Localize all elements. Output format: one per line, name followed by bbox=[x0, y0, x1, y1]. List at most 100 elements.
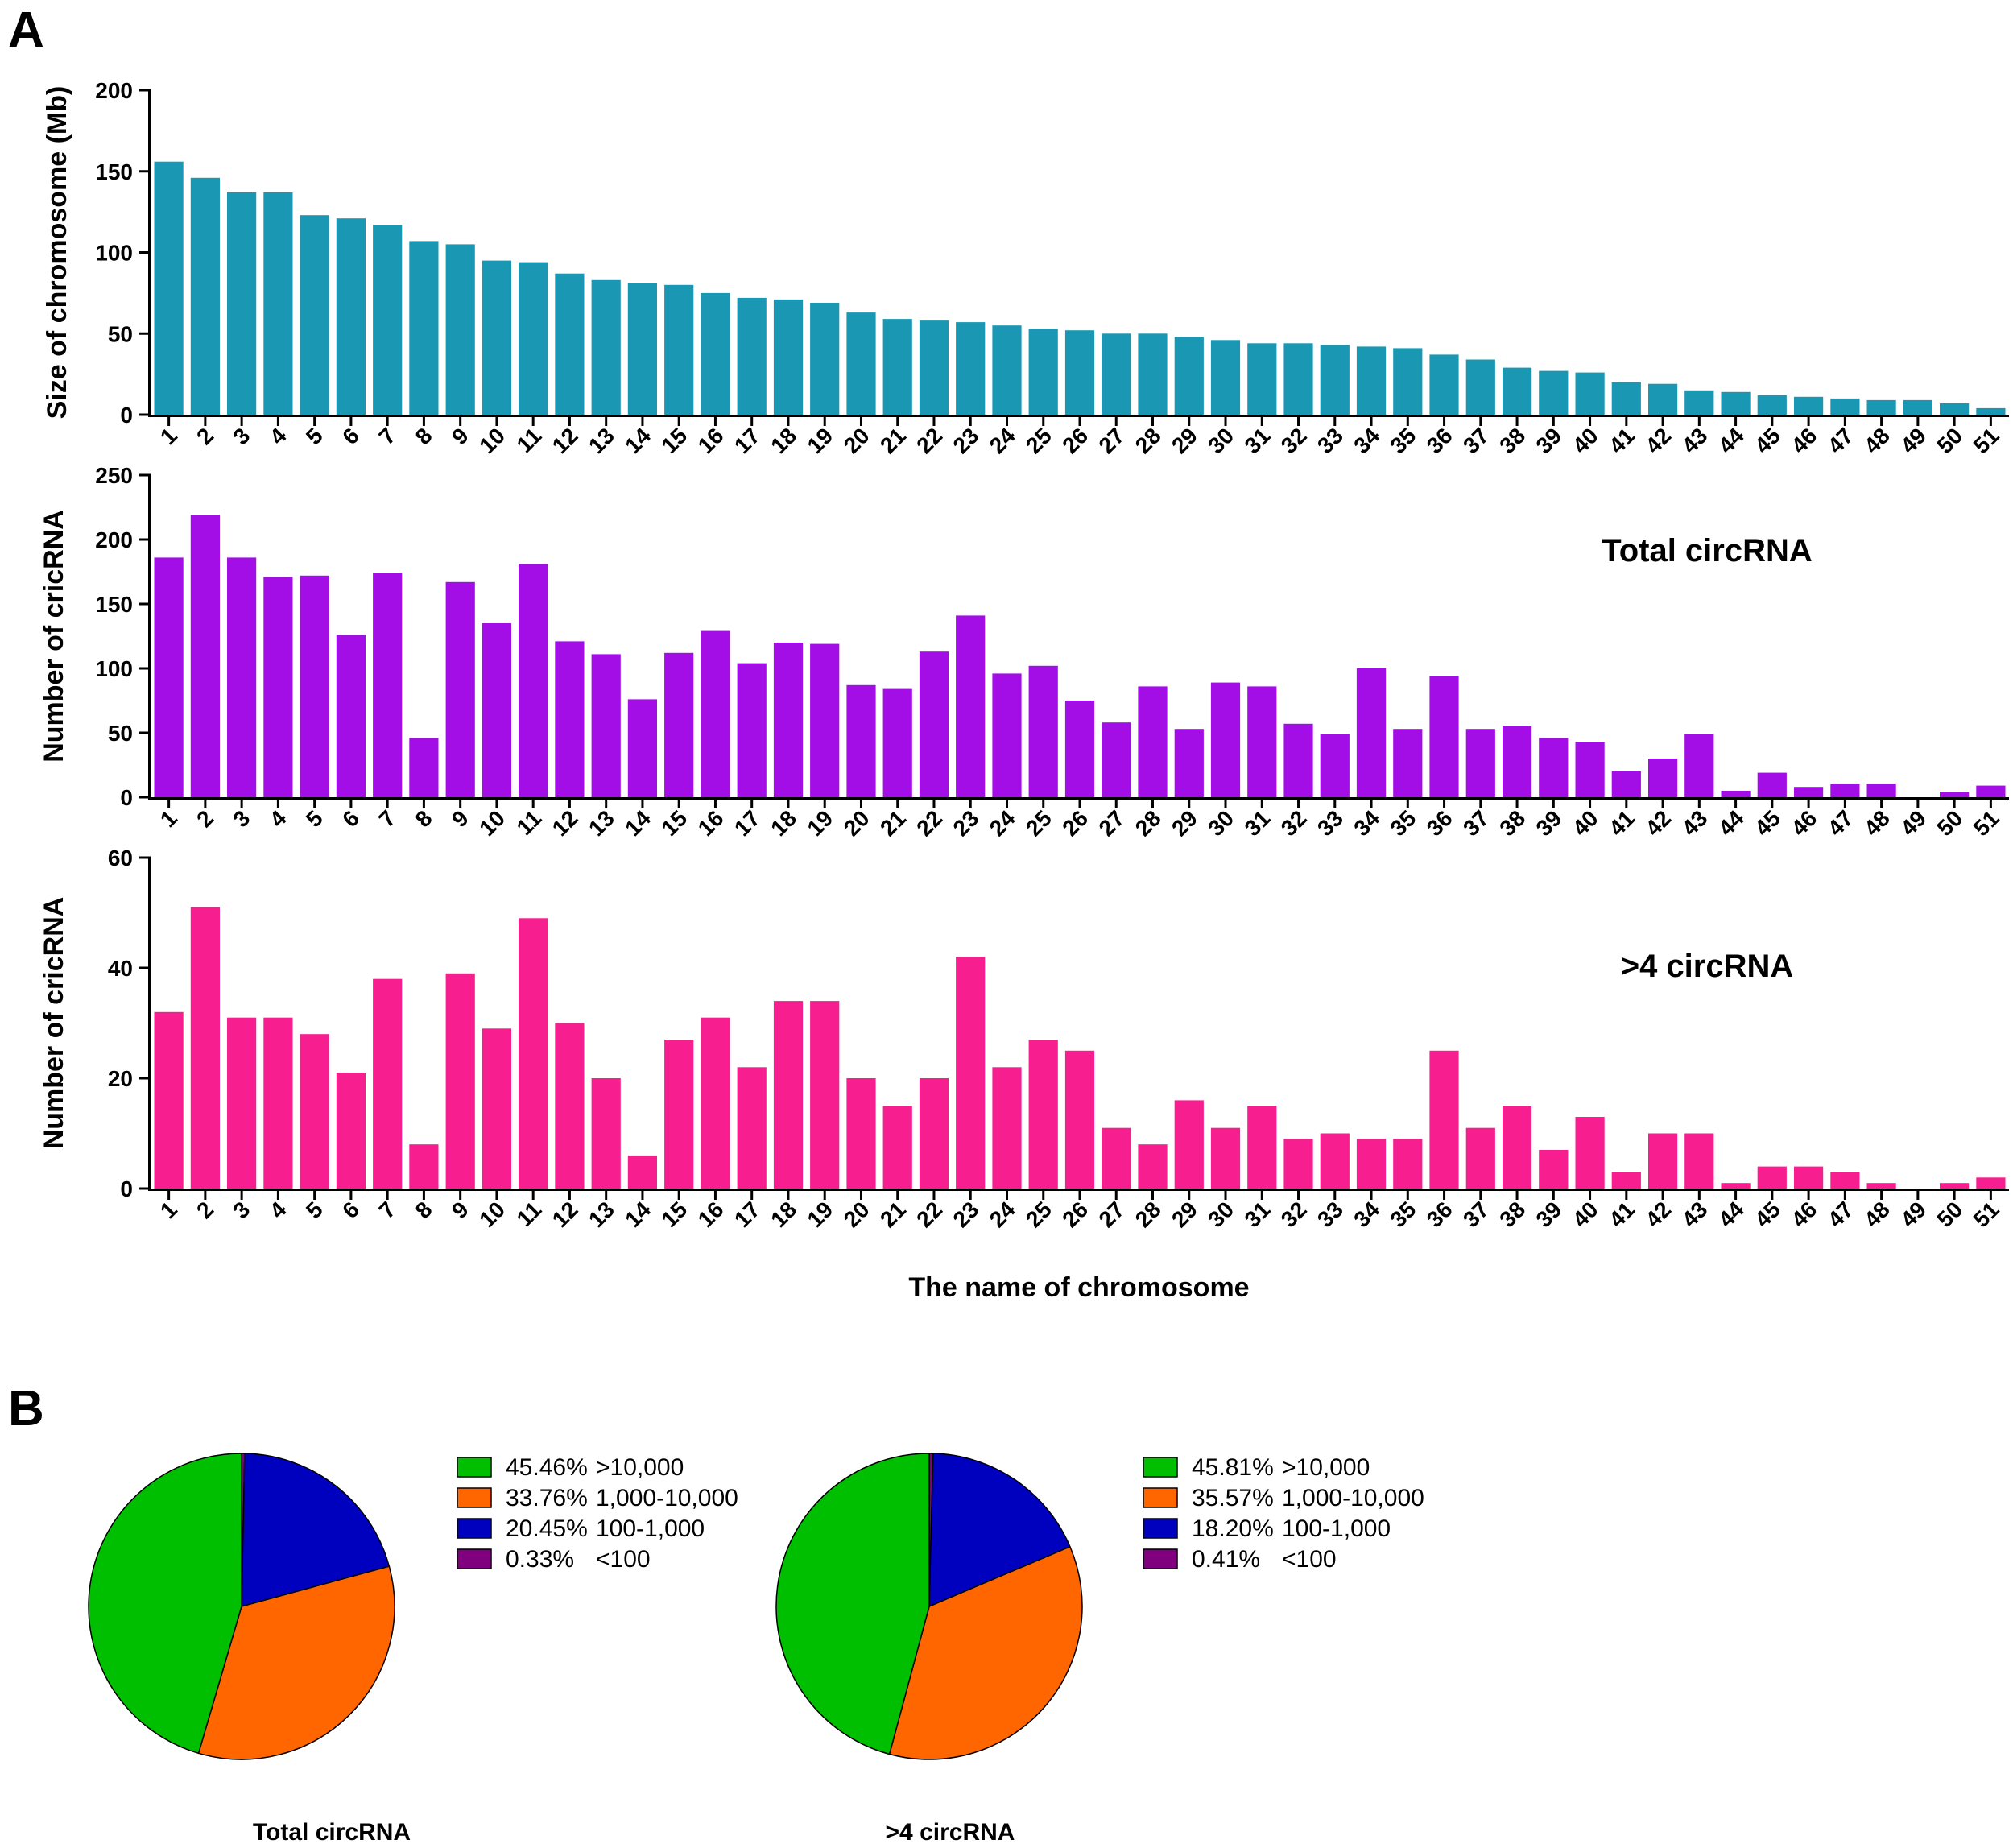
bar-31 bbox=[1247, 343, 1277, 415]
legend-label: 100-1,000 bbox=[1282, 1515, 1391, 1542]
x-tick-label: 42 bbox=[1640, 423, 1676, 458]
bar-43 bbox=[1684, 390, 1714, 415]
series-label: Total circRNA bbox=[1602, 533, 1813, 568]
bar-2 bbox=[190, 907, 220, 1189]
bar-9 bbox=[445, 581, 475, 797]
x-tick-label: 20 bbox=[839, 1197, 874, 1232]
x-tick-label: 45 bbox=[1750, 805, 1785, 841]
x-tick-label: 42 bbox=[1640, 805, 1676, 841]
bar-43 bbox=[1684, 734, 1714, 797]
bar-4 bbox=[263, 577, 293, 797]
bar-41 bbox=[1611, 382, 1641, 415]
x-tick-label: 1 bbox=[155, 423, 182, 449]
legend-percent: 33.76% bbox=[506, 1485, 588, 1511]
legend-swatch bbox=[457, 1548, 492, 1569]
y-tick-label: 50 bbox=[108, 321, 133, 346]
x-tick-label: 1 bbox=[155, 1197, 182, 1223]
bar-35 bbox=[1393, 1139, 1423, 1189]
x-tick-label: 38 bbox=[1494, 423, 1530, 458]
x-tick-label: 3 bbox=[228, 423, 254, 449]
x-tick-label: 28 bbox=[1131, 805, 1166, 841]
x-tick-label: 9 bbox=[447, 423, 473, 449]
x-tick-label: 32 bbox=[1276, 1197, 1312, 1232]
x-tick-label: 11 bbox=[512, 423, 547, 457]
bar-49 bbox=[1903, 399, 1932, 415]
legend-percent: 0.41% bbox=[1192, 1546, 1260, 1573]
x-tick-label: 3 bbox=[228, 1197, 254, 1223]
x-tick-label: 2 bbox=[192, 805, 218, 832]
bar-4 bbox=[263, 192, 293, 415]
x-tick-label: 29 bbox=[1167, 805, 1202, 841]
x-tick-label: 40 bbox=[1568, 1197, 1603, 1232]
x-tick-label: 1 bbox=[155, 805, 182, 832]
bar-40 bbox=[1575, 742, 1605, 797]
bar-33 bbox=[1320, 345, 1350, 415]
bar-27 bbox=[1102, 1127, 1131, 1189]
x-tick-label: 39 bbox=[1531, 423, 1567, 458]
bar-15 bbox=[664, 284, 694, 415]
x-tick-label: 4 bbox=[265, 805, 291, 832]
y-tick-label: 20 bbox=[108, 1066, 133, 1091]
x-tick-label: 47 bbox=[1823, 1197, 1858, 1232]
panel-label-b: B bbox=[8, 1381, 44, 1437]
bar-42 bbox=[1648, 1133, 1678, 1189]
bar-10 bbox=[482, 260, 511, 415]
bar-32 bbox=[1283, 343, 1313, 415]
bar-22 bbox=[919, 1078, 949, 1189]
x-tick-label: 6 bbox=[337, 1197, 364, 1223]
x-tick-label: 27 bbox=[1094, 805, 1130, 841]
bar-20 bbox=[846, 1078, 876, 1189]
y-tick-label: 50 bbox=[108, 721, 133, 746]
bar-4 bbox=[263, 1017, 293, 1189]
bar-36 bbox=[1429, 1050, 1459, 1189]
bar-37 bbox=[1465, 1127, 1495, 1189]
legend-label: >10,000 bbox=[596, 1454, 684, 1481]
x-tick-label: 25 bbox=[1021, 805, 1056, 841]
x-tick-label: 27 bbox=[1094, 423, 1130, 458]
x-tick-label: 4 bbox=[265, 423, 291, 449]
bar-22 bbox=[919, 651, 949, 797]
x-tick-label: 46 bbox=[1786, 1197, 1821, 1232]
x-tick-label: 15 bbox=[656, 1197, 692, 1232]
x-tick-label: 8 bbox=[411, 1197, 437, 1223]
pie-title: Total circRNA bbox=[253, 1819, 411, 1846]
x-tick-label: 44 bbox=[1713, 1197, 1749, 1232]
bar-7 bbox=[373, 573, 403, 797]
bar-46 bbox=[1794, 1166, 1824, 1189]
bar-38 bbox=[1503, 1106, 1532, 1189]
x-tick-label: 33 bbox=[1312, 805, 1348, 841]
x-tick-label: 23 bbox=[949, 805, 984, 841]
pie-slice-100-1-000 bbox=[241, 1453, 391, 1607]
bar-10 bbox=[482, 623, 511, 797]
bar-31 bbox=[1247, 1106, 1277, 1189]
legend-label: 1,000-10,000 bbox=[596, 1485, 738, 1511]
x-tick-label: 29 bbox=[1167, 1197, 1202, 1232]
x-tick-label: 5 bbox=[301, 1197, 328, 1223]
x-tick-label: 18 bbox=[766, 423, 801, 458]
legend-percent: 35.57% bbox=[1192, 1485, 1274, 1511]
bar-30 bbox=[1210, 682, 1241, 797]
x-tick-label: 48 bbox=[1859, 805, 1895, 841]
x-tick-label: 40 bbox=[1568, 423, 1603, 458]
bar-14 bbox=[627, 699, 657, 797]
bar-19 bbox=[810, 303, 840, 415]
bar-1 bbox=[154, 557, 184, 797]
x-tick-label: 22 bbox=[911, 805, 947, 841]
x-tick-label: 19 bbox=[803, 1197, 838, 1232]
x-tick-label: 37 bbox=[1458, 423, 1494, 458]
x-tick-label: 45 bbox=[1750, 1197, 1785, 1232]
bar-47 bbox=[1830, 398, 1860, 415]
x-tick-label: 47 bbox=[1823, 423, 1858, 458]
bar-48 bbox=[1866, 399, 1896, 415]
bar-22 bbox=[919, 320, 949, 415]
x-tick-label: 11 bbox=[512, 805, 547, 840]
x-tick-label: 3 bbox=[228, 805, 254, 832]
x-tick-label: 13 bbox=[584, 423, 619, 458]
x-tick-label: 33 bbox=[1312, 1197, 1348, 1232]
x-tick-label: 51 bbox=[1969, 423, 2004, 458]
bar-48 bbox=[1866, 784, 1896, 797]
bar-26 bbox=[1064, 701, 1095, 797]
legend-swatch bbox=[457, 1487, 492, 1508]
x-tick-label: 41 bbox=[1604, 805, 1639, 841]
